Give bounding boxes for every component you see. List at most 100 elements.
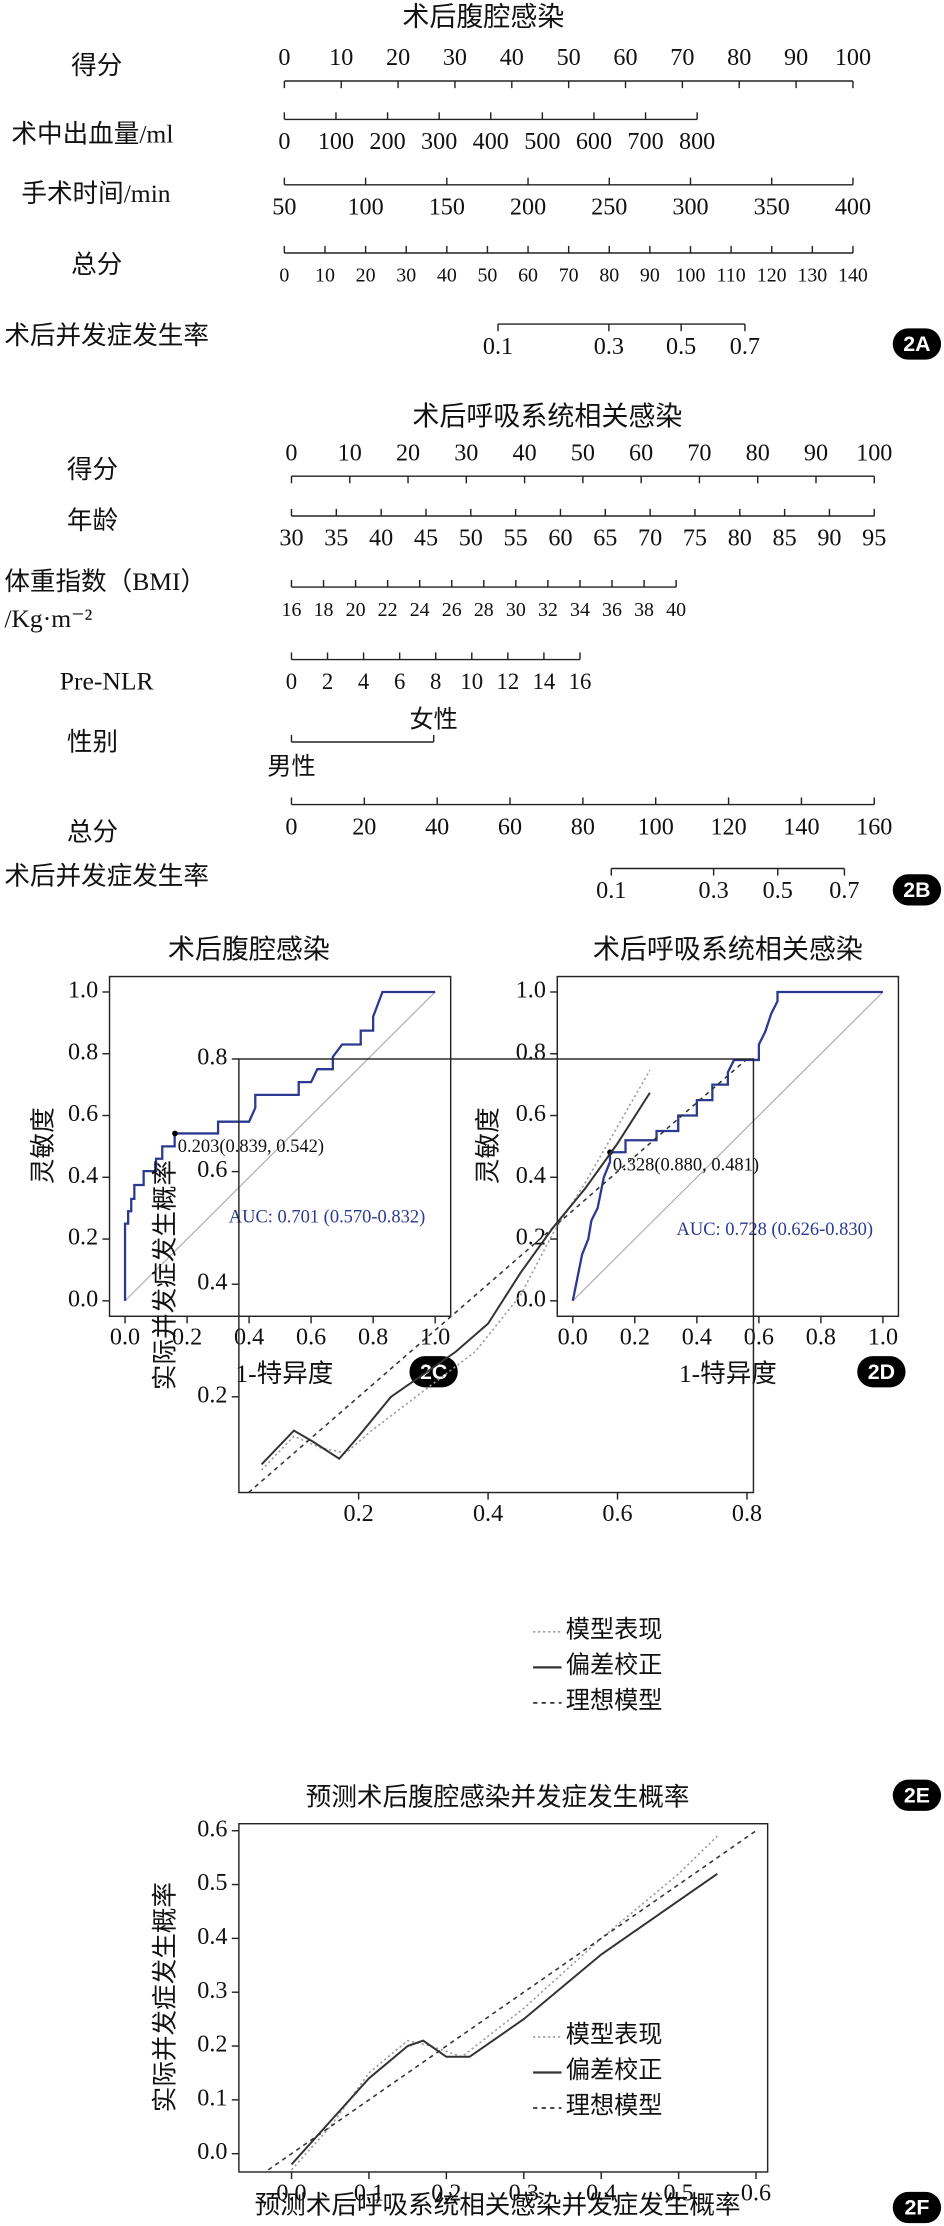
legend-label: 理想模型 [566, 2093, 663, 2120]
tick-label: 60 [629, 439, 653, 466]
x-tick-label: 0.2 [431, 2179, 461, 2206]
tick-label: 250 [591, 194, 627, 221]
row-label: 总分 [67, 817, 118, 846]
reference-line [124, 991, 436, 1302]
tick-label: 20 [386, 44, 410, 71]
y-tick-label: 0.6 [197, 1156, 227, 1183]
tick-label: 85 [773, 525, 797, 552]
x-tick-label: 0.3 [509, 2179, 539, 2206]
tick-label: 80 [727, 44, 751, 71]
x-axis-label: 1-特异度 [679, 1359, 777, 1388]
x-tick-label: 0.5 [664, 2179, 694, 2206]
tick-label: 0.5 [763, 877, 793, 904]
panel-badge [892, 328, 942, 360]
tick-label: 100 [318, 128, 354, 155]
x-axis-label: 预测术后呼吸系统相关感染并发症发生概率 [255, 2190, 741, 2219]
tick-label: 40 [369, 525, 393, 552]
auc-label: AUC: 0.701 (0.570-0.832) [229, 1206, 425, 1227]
row-label: 得分 [71, 51, 122, 80]
cutoff-point [172, 1130, 178, 1137]
y-tick-label: 0.3 [197, 1977, 227, 2004]
tick-label: 40 [513, 439, 537, 466]
panel-title: 术后呼吸系统相关感染 [412, 402, 682, 432]
tick-label: 0 [285, 813, 297, 840]
panel-label: 2B [903, 878, 930, 902]
tick-label: 60 [548, 525, 572, 552]
tick-label: 6 [394, 669, 405, 694]
panel-badge [892, 874, 942, 906]
x-tick-label: 0.2 [344, 1500, 374, 1527]
row-label: 体重指数（BMI） [4, 567, 206, 596]
tick-label: 32 [538, 599, 558, 621]
tick-label: 0.3 [699, 877, 729, 904]
tick-label: 45 [414, 525, 438, 552]
tick-label: 0.7 [829, 877, 859, 904]
y-tick-label: 1.0 [68, 977, 98, 1004]
tick-label: 20 [346, 599, 366, 621]
tick-label: 0.1 [596, 877, 626, 904]
tick-label: 100 [347, 194, 383, 221]
tick-label: 30 [506, 599, 526, 621]
tick-label: 0 [278, 128, 290, 155]
x-tick-label: 0.8 [732, 1500, 762, 1527]
y-tick-label: 0.8 [516, 1038, 546, 1065]
x-tick-label: 0.8 [806, 1324, 836, 1351]
tick-label: 600 [576, 128, 612, 155]
tick-label: 0.5 [666, 333, 696, 360]
tick-label: 60 [518, 265, 538, 287]
tick-label: 75 [683, 525, 707, 552]
cutoff-label: 0.203(0.839, 0.542) [178, 1136, 324, 1157]
tick-label: 300 [672, 194, 708, 221]
legend-label: 模型表现 [566, 2021, 663, 2048]
legend-label: 模型表现 [566, 1616, 663, 1643]
x-tick-label: 0.0 [558, 1324, 588, 1351]
tick-label: 65 [593, 525, 617, 552]
y-tick-label: 0.4 [516, 1162, 546, 1189]
tick-label: 90 [817, 525, 841, 552]
panel-title: 术后腹腔感染 [168, 935, 330, 965]
tick-label: 95 [862, 525, 886, 552]
tick-label: 60 [498, 813, 522, 840]
tick-label: 28 [474, 599, 494, 621]
y-tick-label: 0.6 [197, 1815, 227, 1842]
tick-label: 400 [835, 194, 871, 221]
tick-label: 100 [835, 44, 871, 71]
tick-label: 200 [369, 128, 405, 155]
tick-label: 30 [396, 265, 416, 287]
tick-label: 50 [557, 44, 581, 71]
x-tick-label: 0.4 [473, 1500, 503, 1527]
tick-label: 16 [569, 669, 592, 694]
y-tick-label: 0.4 [68, 1162, 98, 1189]
y-tick-label: 0.2 [516, 1224, 546, 1251]
x-tick-label: 0.1 [354, 2179, 384, 2206]
x-tick-label: 0.0 [110, 1324, 140, 1351]
tick-label: 70 [638, 525, 662, 552]
y-tick-label: 0.6 [516, 1100, 546, 1127]
tick-label: 0 [285, 439, 297, 466]
tick-label: 50 [571, 439, 595, 466]
panel-title: 术后腹腔感染 [402, 2, 564, 32]
roc-curve [123, 990, 436, 1301]
reference-line [572, 991, 884, 1302]
tick-label: 4 [358, 669, 370, 694]
row-label: 总分 [71, 250, 122, 279]
tick-label: 500 [524, 128, 560, 155]
tick-label: 16 [282, 599, 302, 621]
tick-label: 35 [324, 525, 348, 552]
tick-label: 0 [286, 669, 297, 694]
panel-label: 2A [903, 332, 930, 356]
y-tick-label: 0.8 [197, 1044, 227, 1071]
tick-label: 8 [430, 669, 441, 694]
calibration-curve [260, 1092, 651, 1466]
y-tick-label: 0.2 [197, 1381, 227, 1408]
row-label: 手术时间/min [21, 179, 170, 208]
panel-badge [892, 1779, 942, 1811]
tick-label: 90 [640, 265, 660, 287]
tick-label: 18 [314, 599, 334, 621]
x-tick-label: 0.6 [744, 1324, 774, 1351]
y-tick-label: 0.0 [68, 1285, 98, 1312]
plot-frame [556, 975, 900, 1317]
y-tick-label: 0.4 [197, 1269, 227, 1296]
tick-label: 12 [496, 669, 519, 694]
tick-label: 300 [421, 128, 457, 155]
